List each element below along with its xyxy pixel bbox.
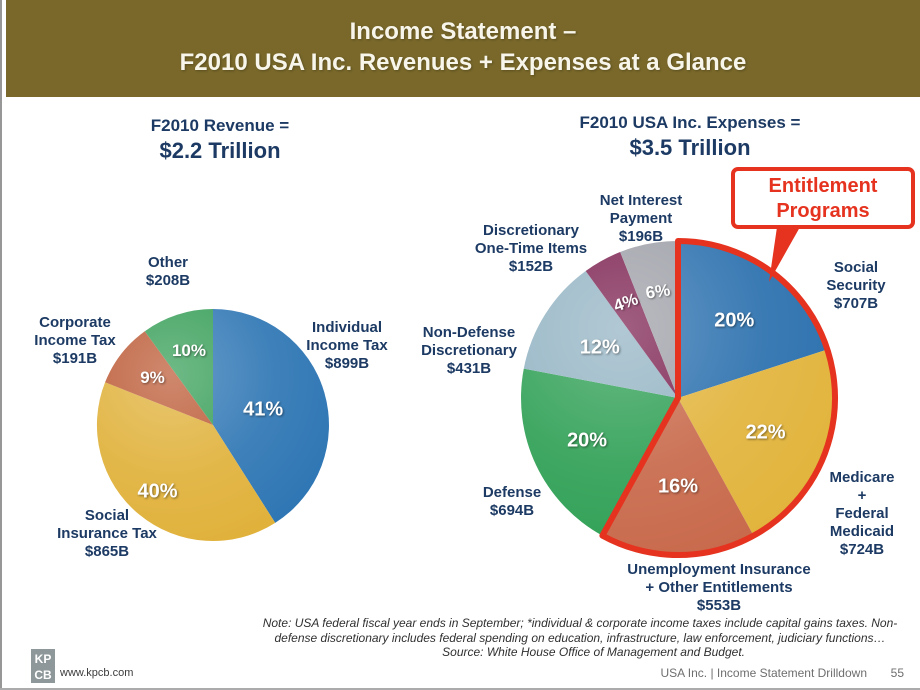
footnote-line1: Note: USA federal fiscal year ends in Se… <box>262 616 898 630</box>
screen-bottom-edge <box>0 688 920 690</box>
page-number: 55 <box>890 666 904 680</box>
slice-label-individual-income-tax: Individual Income Tax $899B <box>306 319 388 372</box>
slice-label-defense: Defense $694B <box>482 484 542 519</box>
kpcb-url: www.kpcb.com <box>60 667 134 679</box>
pct-label-non-defense-discretionary: 12% <box>579 336 620 359</box>
slice-label-medicare-federal-medicaid: Medicare + Federal Medicaid $724B <box>829 469 895 558</box>
expenses-total: $3.5 Trillion <box>629 135 751 160</box>
expenses-title-text: F2010 USA Inc. Expenses = <box>579 113 801 132</box>
slice-label-social-insurance-tax: Social Insurance Tax $865B <box>57 507 157 560</box>
source-line: Source: White House Office of Management… <box>442 645 745 659</box>
kpcb-logo: KP CB <box>31 649 55 683</box>
pie-sheen <box>97 309 329 541</box>
slide-title-line2: F2010 USA Inc. Revenues + Expenses at a … <box>179 49 747 76</box>
pct-label-social-insurance-tax: 40% <box>137 480 178 503</box>
pct-label-defense: 20% <box>567 429 608 452</box>
revenue-pie <box>96 309 329 542</box>
revenue-total: $2.2 Trillion <box>159 138 281 163</box>
slice-label-unemployment-insurance-other-entitlements: Unemployment Insurance + Other Entitleme… <box>627 561 811 614</box>
pct-label-social-security: 20% <box>714 309 755 332</box>
slide-title-line1: Income Statement – <box>349 18 577 45</box>
expenses-chart-title: F2010 USA Inc. Expenses = $3.5 Trillion <box>540 113 840 161</box>
deck-section-label: USA Inc. | Income Statement Drilldown <box>660 666 867 680</box>
pct-label-medicare-federal-medicaid: 22% <box>745 421 786 444</box>
revenue-chart-title: F2010 Revenue = $2.2 Trillion <box>70 116 370 164</box>
slice-label-discretionary-one-time-items: Discretionary One-Time Items $152B <box>474 222 588 275</box>
slice-label-other: Other $208B <box>145 254 191 289</box>
entitlement-callout-box: Entitlement Programs <box>731 167 915 229</box>
kpcb-logo-top: KP <box>34 652 52 666</box>
slide-header: Income Statement – F2010 USA Inc. Revenu… <box>6 0 920 97</box>
slice-label-corporate-income-tax: Corporate Income Tax $191B <box>34 314 116 367</box>
revenue-title-text: F2010 Revenue = <box>150 116 290 135</box>
pct-label-unemployment-insurance-other-entitlements: 16% <box>657 475 699 498</box>
pct-label-other: 10% <box>171 341 206 361</box>
pct-label-corporate-income-tax: 9% <box>140 368 165 388</box>
kpcb-logo-bottom: CB <box>34 668 52 682</box>
entitlement-outline <box>599 238 838 558</box>
slice-label-social-security: Social Security $707B <box>826 259 886 312</box>
pct-label-net-interest-payment: 6% <box>644 279 672 303</box>
slice-label-net-interest-payment: Net Interest Payment $196B <box>599 192 683 245</box>
slice-label-non-defense-discretionary: Non-Defense Discretionary $431B <box>421 324 517 377</box>
entitlement-callout-line1: Entitlement <box>768 175 878 197</box>
footnote: Note: USA federal fiscal year ends in Se… <box>250 616 910 660</box>
entitlement-callout-line2: Programs <box>776 200 870 222</box>
pct-label-individual-income-tax: 41% <box>243 398 284 421</box>
screen-left-edge <box>0 0 2 690</box>
footnote-line2: defense discretionary includes federal s… <box>274 630 886 645</box>
callout-pointer <box>769 227 800 282</box>
